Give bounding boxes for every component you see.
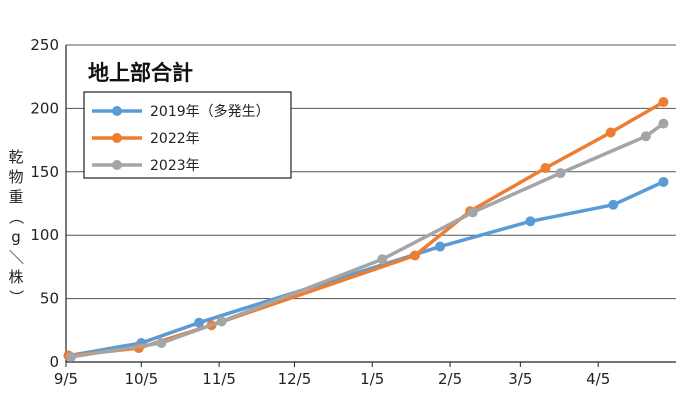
x-tick-labels: 9/5 10/5 11/5 12/5 1/5 2/5 3/5 4/5 [54,362,610,388]
legend-label: 2022年 [150,131,200,147]
legend: 2019年（多発生） 2022年 2023年 [83,91,292,179]
data-point [658,97,669,108]
series-3 [66,118,669,362]
data-point [66,351,77,362]
y-axis-label-char: 重 [8,188,23,206]
data-point [658,118,669,129]
y-axis-label-char: ） [7,289,25,304]
y-axis-label-char: 株 [8,268,23,286]
legend-label: 2019年（多発生） [150,103,270,120]
series-1 [63,176,669,361]
y-axis-label: 乾物重 （ g ／ 株 ） [7,148,25,305]
series-line [68,180,665,358]
legend-swatch-marker [112,106,122,116]
data-point [525,216,536,227]
y-axis-label-char: 乾 [8,148,23,166]
y-axis-label-char: （ [7,209,25,224]
x-tick-label: 3/5 [508,370,532,388]
legend-swatch-marker [112,160,122,170]
legend-entry: 2019年（多発生） [92,103,270,120]
y-axis-label-char: g [11,228,21,246]
data-point [640,131,651,142]
x-tick-label: 4/5 [586,370,610,388]
y-axis-label-char: ／ [7,249,25,264]
y-tick-label: 50 [40,290,59,308]
data-point [608,199,619,210]
y-tick-label: 0 [49,353,59,371]
y-tick-label: 200 [30,99,59,117]
data-point [194,317,205,328]
y-tick-labels: 0 50 100 150 200 250 [30,36,59,371]
chart-title: 地上部合計 [88,61,193,85]
x-tick-label: 11/5 [202,370,236,388]
data-point [555,168,566,179]
data-point [435,241,446,252]
data-point [216,316,227,327]
data-point [605,127,616,138]
y-tick-label: 150 [30,163,59,181]
legend-entry: 2023年 [92,158,200,174]
data-point [467,207,478,218]
data-point [540,162,551,173]
x-tick-label: 12/5 [278,370,312,388]
legend-entry: 2022年 [92,131,200,147]
axes [65,45,676,363]
y-axis-label-char: 物 [8,168,23,186]
series-line [70,122,665,359]
x-tick-label: 1/5 [360,370,384,388]
x-tick-label: 10/5 [124,370,158,388]
legend-label: 2023年 [150,158,200,174]
y-tick-label: 250 [30,36,59,54]
series [63,97,669,362]
data-point [377,254,388,265]
x-tick-label: 2/5 [438,370,462,388]
data-point [156,337,167,348]
legend-swatch-marker [112,133,122,143]
data-point [409,250,420,261]
y-tick-label: 100 [30,226,59,244]
data-point [658,176,669,187]
x-tick-label: 9/5 [54,370,78,388]
